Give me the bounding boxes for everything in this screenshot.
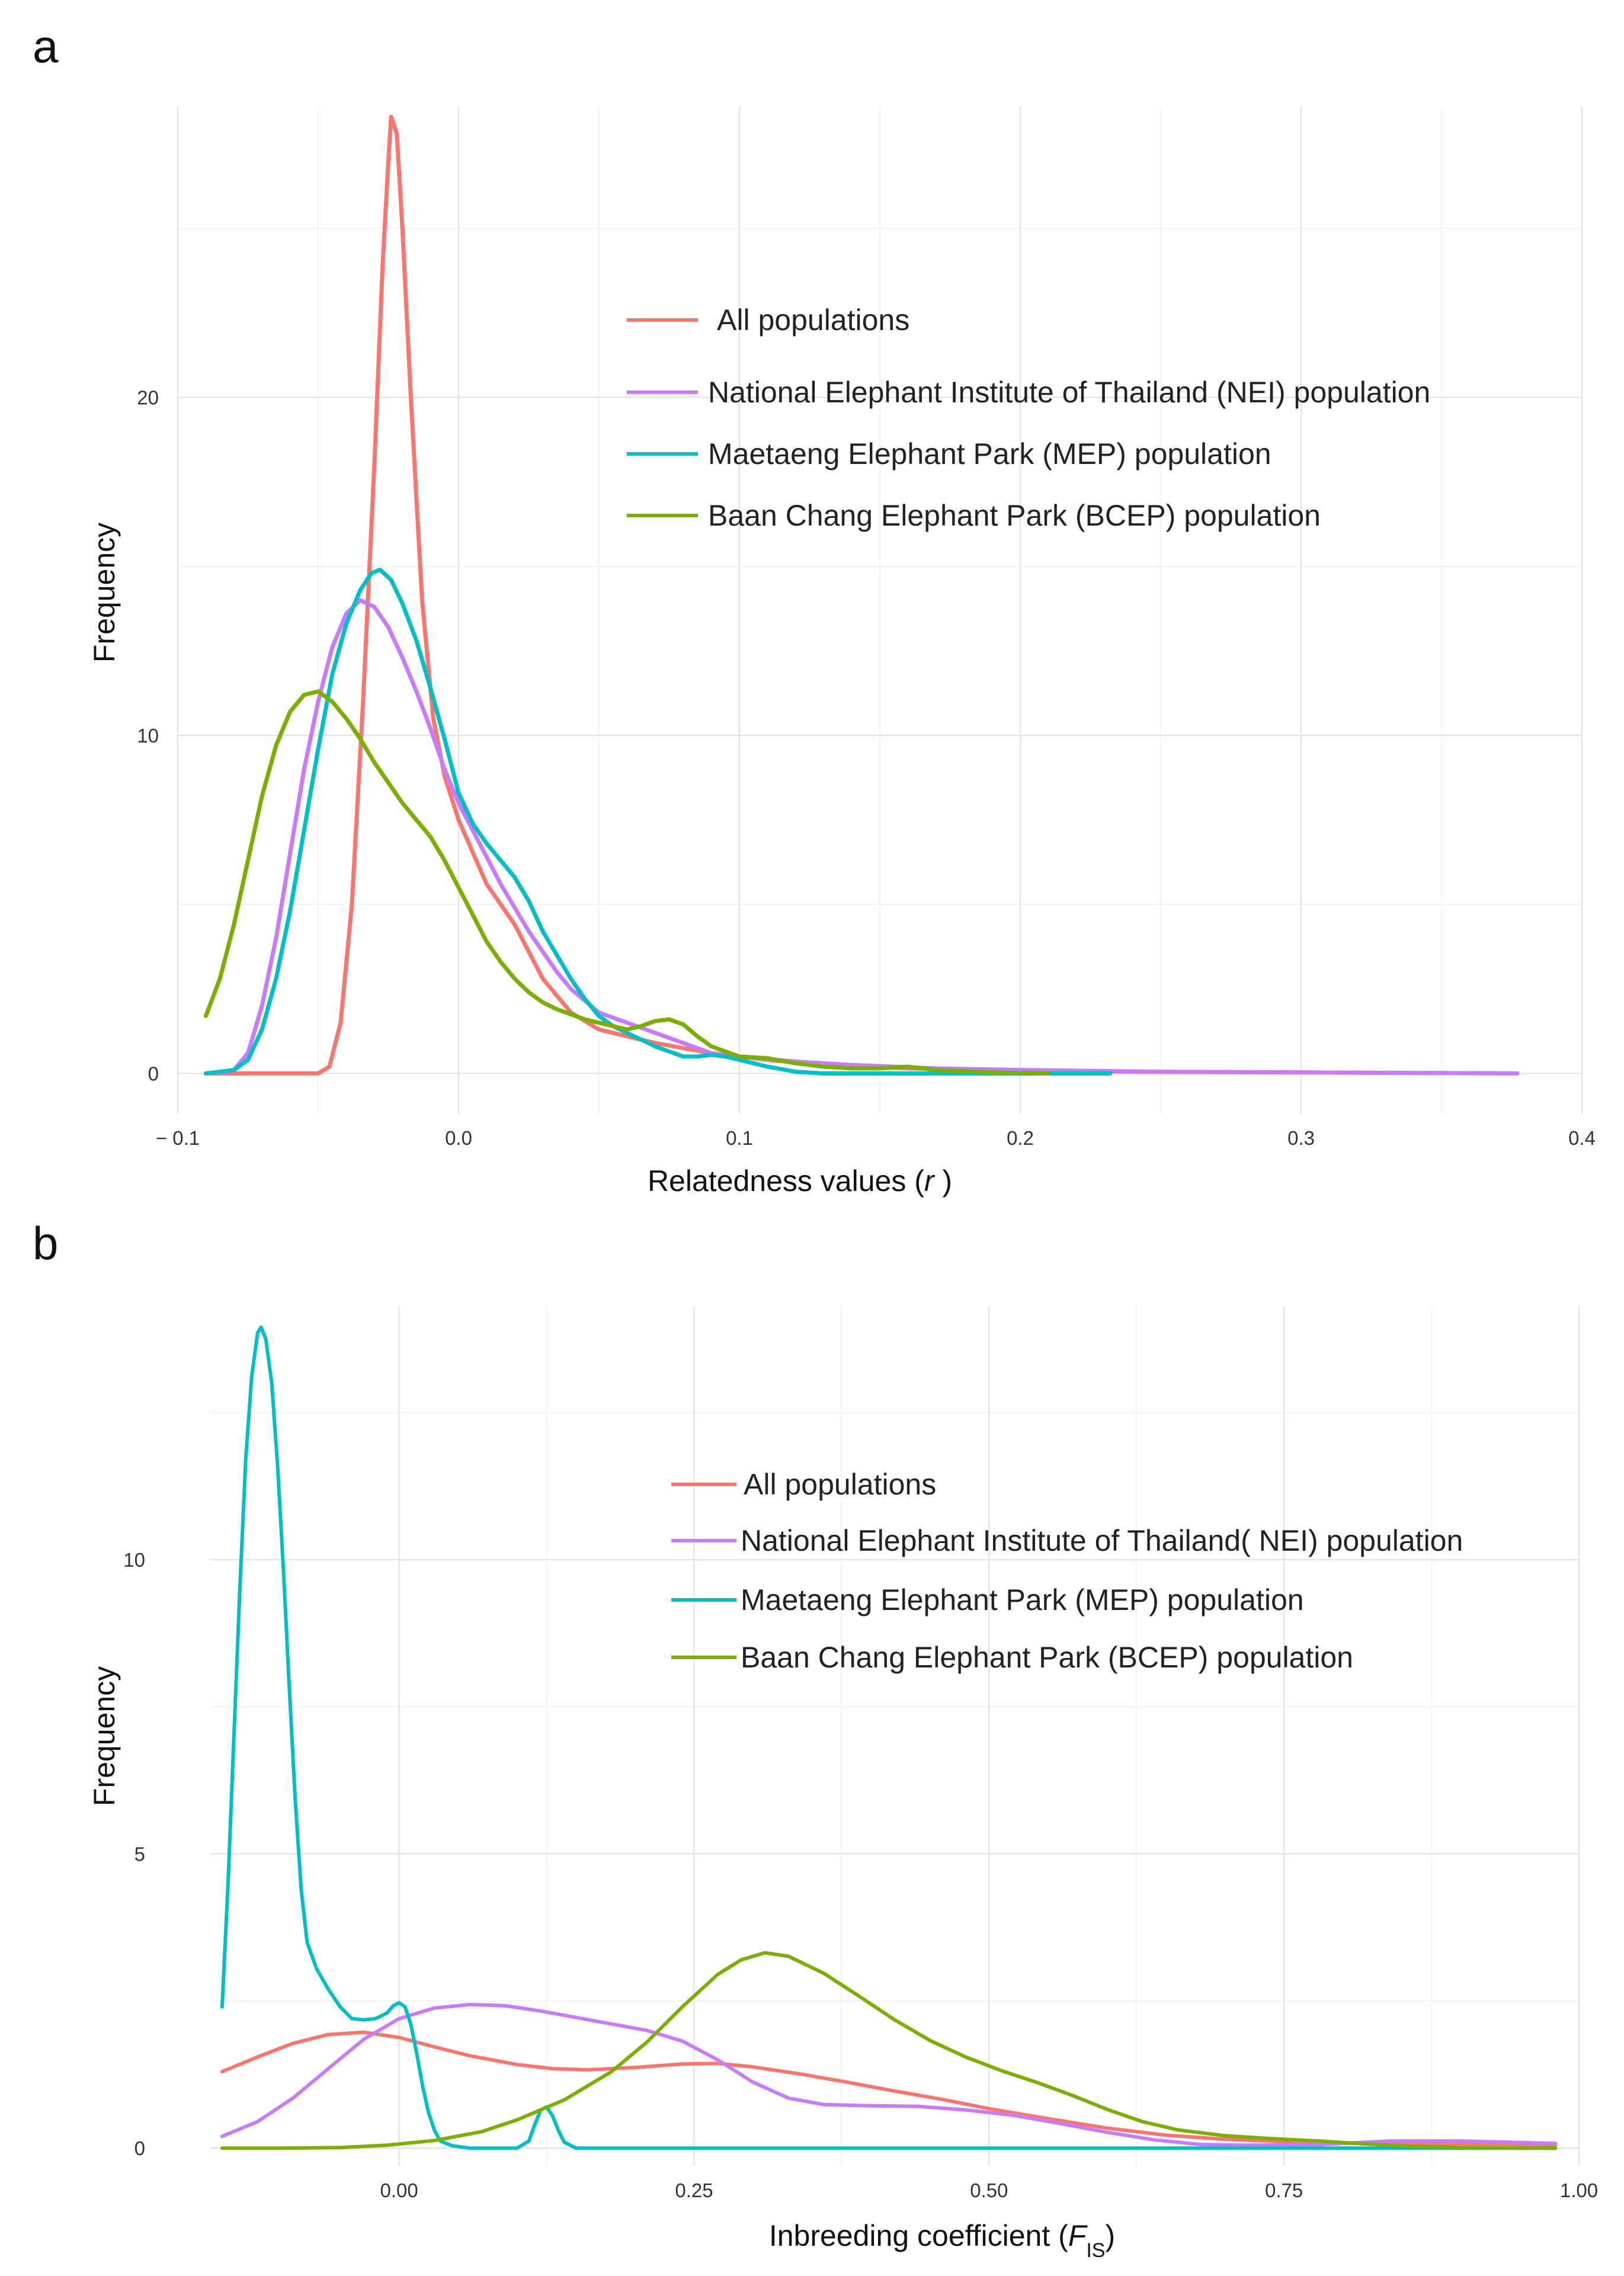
y-tick-label: 5 — [134, 1843, 145, 1865]
panel-a-legend: All populations National Elephant Institu… — [627, 303, 1430, 532]
y-tick-label: 10 — [137, 725, 159, 747]
panel-b-x-axis-title-subscript: IS — [1086, 2239, 1105, 2262]
density-line-series-4 — [203, 689, 1050, 1075]
panel-b-y-axis-title: Frequency — [88, 1666, 121, 1806]
x-tick-label: 0.4 — [1568, 1127, 1596, 1149]
x-tick-label: 0.1 — [726, 1127, 753, 1149]
legend-label-series-1: All populations — [744, 1468, 936, 1501]
y-tick-label: 0 — [134, 2137, 145, 2159]
density-line-series-2 — [220, 2002, 1558, 2147]
panel-b-y-tick-labels: 0 5 10 — [123, 1549, 145, 2159]
legend-label-series-2: National Elephant Institute of Thailand(… — [741, 1524, 1463, 1557]
panel-a-x-axis-title-suffix: ) — [934, 1164, 953, 1198]
legend-label-series-2: National Elephant Institute of Thailand … — [708, 376, 1430, 409]
panel-a-x-axis-title-italic: r — [924, 1164, 936, 1198]
panel-b: b 0.00 0.25 0.50 0.75 1.00 0 5 10 Inbreeding c… — [33, 1217, 1598, 2262]
panel-a-y-tick-labels: 0 10 20 — [137, 387, 159, 1085]
panel-b-x-axis-title: Inbreeding coefficient (FIS) — [769, 2219, 1115, 2262]
y-tick-label: 10 — [123, 1549, 145, 1571]
x-tick-label: 0.00 — [380, 2179, 418, 2201]
x-tick-label: 0.50 — [970, 2179, 1008, 2201]
panel-b-density-lines — [220, 1325, 1558, 2150]
legend-label-series-1: All populations — [717, 303, 909, 337]
density-line-series-1 — [220, 2030, 1558, 2147]
legend-label-series-4: Baan Chang Elephant Park (BCEP) populati… — [708, 499, 1321, 532]
y-tick-label: 20 — [137, 387, 159, 409]
legend-label-series-3: Maetaeng Elephant Park (MEP) population — [708, 437, 1271, 470]
x-tick-label: 0.3 — [1287, 1127, 1315, 1149]
panel-b-x-axis-title-italic: F — [1068, 2219, 1088, 2252]
panel-b-letter: b — [33, 1217, 58, 1269]
panel-a-density-lines — [203, 114, 1520, 1075]
x-tick-label: 1.00 — [1560, 2179, 1598, 2201]
legend-label-series-4: Baan Chang Elephant Park (BCEP) populati… — [741, 1641, 1353, 1674]
panel-a-letter: a — [33, 20, 59, 72]
panel-a-x-tick-labels: − 0.1 0.0 0.1 0.2 0.3 0.4 — [156, 1127, 1596, 1149]
density-line-series-3 — [203, 568, 1113, 1075]
x-tick-label: 0.25 — [675, 2179, 713, 2201]
panel-b-x-tick-labels: 0.00 0.25 0.50 0.75 1.00 — [380, 2179, 1599, 2201]
panel-a-y-axis-title: Frequency — [88, 523, 121, 662]
panel-b-legend: All populations National Elephant Institu… — [671, 1468, 1463, 1674]
panel-a-x-axis-title: Relatedness values (r ) — [648, 1164, 952, 1198]
x-tick-label: 0.2 — [1007, 1127, 1034, 1149]
density-line-series-4 — [220, 1951, 1558, 2150]
panel-b-x-axis-title-suffix: ) — [1105, 2219, 1115, 2252]
x-tick-label: − 0.1 — [156, 1127, 200, 1149]
x-tick-label: 0.0 — [445, 1127, 472, 1149]
y-tick-label: 0 — [148, 1063, 159, 1085]
legend-label-series-3: Maetaeng Elephant Park (MEP) population — [741, 1583, 1304, 1616]
panel-b-x-axis-title-prefix: Inbreeding coefficient ( — [769, 2219, 1068, 2252]
panel-a: a − 0.1 0.0 0.1 0.2 0.3 0.4 0 10 20 Relatedness… — [33, 20, 1596, 1198]
x-tick-label: 0.75 — [1265, 2179, 1303, 2201]
panel-a-x-axis-title-prefix: Relatedness values ( — [648, 1164, 924, 1198]
density-line-series-3 — [220, 1325, 1558, 2150]
